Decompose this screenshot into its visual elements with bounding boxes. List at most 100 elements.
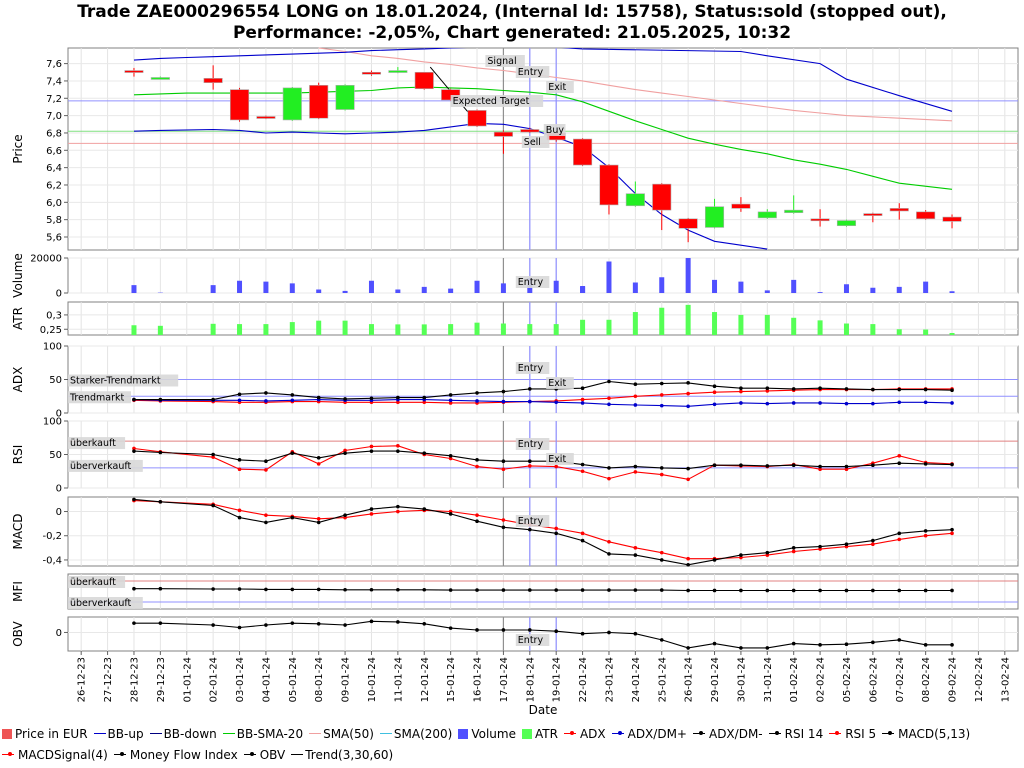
legend-line-swatch [149, 733, 162, 734]
x-tick-label: 16-01-24 [473, 657, 484, 702]
macd-signal-line-point [633, 546, 638, 550]
macd-signal-line-point [897, 537, 902, 542]
dm-minus-line-point [791, 387, 796, 391]
volume-bar [791, 279, 797, 293]
mfi-line-point [791, 588, 796, 593]
dm-plus-line-point [659, 403, 664, 408]
volume-bar [553, 280, 559, 293]
macd-signal-line-point [501, 518, 506, 522]
dm-plus-line-point [580, 401, 585, 405]
chart-title-line-2: Performance: -2,05%, Chart generated: 21… [232, 23, 792, 43]
volume-bar [896, 286, 902, 293]
candle-body [731, 203, 751, 209]
price-tick-label: 6,0 [46, 198, 62, 209]
obv-line-point [633, 631, 638, 636]
x-tick-label: 06-02-24 [868, 657, 879, 702]
rsi-tick-label: 0 [56, 484, 62, 495]
macd-signal-line-point [396, 509, 400, 514]
volume-bar [949, 291, 955, 293]
macd-line-point [633, 553, 638, 557]
macd-signal-line-point [475, 513, 479, 517]
rsi5-line-point [343, 448, 347, 453]
price-plot-area [67, 47, 1019, 251]
rsi14-line-point [923, 462, 928, 466]
rsi5-line-point [316, 462, 321, 466]
rsi14-line-point [237, 458, 242, 462]
macd-line-point [580, 538, 585, 543]
dm-plus-line-point [633, 403, 638, 407]
adx-tick-label: 0 [56, 409, 62, 420]
macd-signal-line-point [369, 512, 374, 516]
macd-line-point [554, 531, 558, 536]
rsi-axis-label: RSI [11, 445, 25, 465]
atr-bar [923, 329, 929, 335]
legend-line-swatch [93, 733, 106, 734]
legend-label: Trend(3,30,60) [305, 748, 394, 762]
x-tick-label: 05-02-24 [842, 657, 853, 702]
rsi5-line-point [818, 467, 822, 472]
mfi-line-point [739, 588, 743, 593]
rsi5-line-point [554, 464, 558, 469]
candle-body [361, 71, 382, 75]
obv-line-point [211, 623, 215, 627]
legend-dot [835, 731, 840, 735]
legend-label: RSI 14 [784, 727, 824, 741]
x-tick-label: 26-12-23 [77, 657, 88, 702]
atr-bar [131, 325, 137, 335]
candle-body [599, 164, 619, 206]
macd-line-point [448, 512, 453, 516]
obv-axis-label: OBV [11, 620, 25, 646]
legend-item: BB-up [93, 724, 144, 745]
volume-panel: Volume 0 20000 Entry [11, 253, 1019, 300]
atr-bar [289, 322, 295, 335]
dm-minus-line-point [316, 395, 321, 400]
volume-bar [448, 288, 454, 293]
rsi-overbought-label-bg [68, 437, 126, 450]
rsi5-line-point [211, 455, 215, 459]
dm-plus-line-point [923, 400, 928, 405]
obv-line-point [686, 646, 690, 650]
macd-line-point [132, 497, 136, 502]
strong-trend-label-bg [68, 374, 179, 387]
mfi-plot-area [67, 573, 1019, 610]
atr-bar [342, 320, 348, 335]
adx-panel: ADX 0 50 100 Starker-Trendmarkt Trendmarkt Ent… [11, 342, 1019, 420]
legend-item: BB-SMA-20 [222, 724, 303, 745]
x-tick-label: 12-01-24 [420, 657, 431, 702]
rsi14-line-point [686, 466, 690, 471]
legend-label: SMA(50) [323, 727, 374, 741]
macd-line-point [422, 507, 427, 511]
x-tick-label: 23-01-24 [604, 657, 615, 702]
mfi-line-point [607, 588, 611, 592]
price-tick-label: 6,2 [46, 180, 62, 191]
bb-up-line [133, 48, 953, 112]
legend-line-swatch [291, 754, 304, 755]
mfi-line-point [316, 587, 321, 592]
x-tick-label: 02-01-24 [209, 657, 220, 702]
macd-line-point [264, 520, 268, 525]
legend-dot [774, 731, 779, 735]
x-tick-label: 31-01-24 [763, 657, 774, 702]
macd-signal-line-point [950, 531, 954, 536]
legend-dot [249, 752, 254, 756]
obv-line-point [554, 629, 558, 634]
legend-dot [888, 731, 893, 735]
x-tick-label: 01-02-24 [789, 657, 800, 702]
chart-title-line-1: Trade ZAE000296554 LONG on 18.01.2024, (… [77, 2, 947, 22]
macd-axis-label: MACD [11, 514, 25, 550]
adx-line-point [712, 390, 717, 395]
dm-minus-line-point [132, 397, 136, 402]
rsi-exit-label: Exit [548, 454, 566, 465]
macd-signal-line-point [264, 513, 268, 517]
dm-minus-line-point [923, 387, 928, 392]
legend-line-swatch [309, 733, 322, 734]
candle-body [704, 206, 725, 228]
macd-signal-line-point [791, 549, 796, 554]
price-tick-label: 7,2 [46, 94, 62, 105]
rsi-panel: RSI 0 50 100 überkauft überverkauft Entry Exit [11, 417, 1019, 495]
obv-line-point [501, 628, 506, 632]
candle-body [309, 84, 329, 119]
rsi-tick-label: 100 [43, 417, 62, 428]
rsi14-line-point [475, 458, 479, 462]
macd-line-point [686, 562, 690, 567]
